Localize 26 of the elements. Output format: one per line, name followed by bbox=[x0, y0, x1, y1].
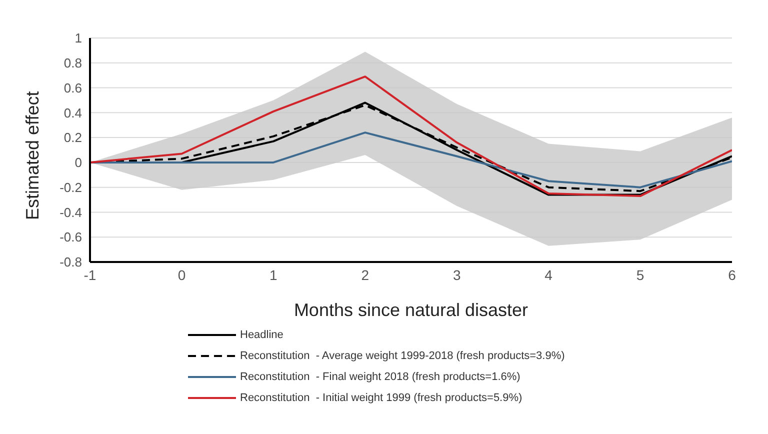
y-tick-label: -0.4 bbox=[60, 204, 82, 220]
legend-label: Reconstitution - Initial weight 1999 (fresh products=5.9%) bbox=[240, 392, 522, 404]
y-tick-label: -0.6 bbox=[60, 230, 82, 245]
x-tick-label: 4 bbox=[544, 266, 553, 283]
line-series bbox=[90, 76, 732, 198]
y-tick-label: 0.2 bbox=[64, 130, 82, 146]
legend-label: Reconstitution - Average weight 1999-2018 (fresh products=3.9%) bbox=[240, 350, 565, 362]
x-tick-label: 0 bbox=[178, 266, 186, 283]
y-tick-label: 1 bbox=[74, 30, 82, 46]
y-tick-label: -0.8 bbox=[60, 254, 82, 270]
x-tick-label: 5 bbox=[636, 266, 644, 283]
legend-label: Reconstitution - Final weight 2018 (fresh products=1.6%) bbox=[240, 370, 520, 382]
y-tick-label: 0.6 bbox=[64, 80, 82, 96]
y-tick-label: 0.4 bbox=[64, 105, 82, 120]
x-tick-label: 2 bbox=[361, 266, 370, 283]
x-tick-label: -1 bbox=[84, 266, 96, 283]
y-axis-title: Estimated effect bbox=[22, 91, 42, 220]
y-tick-label: -0.2 bbox=[60, 180, 82, 195]
x-axis-title: Months since natural disaster bbox=[294, 300, 528, 320]
y-tick-label: 0.8 bbox=[64, 56, 82, 71]
x-tick-label: 6 bbox=[728, 266, 736, 283]
line-series bbox=[90, 132, 732, 188]
y-tick-label: 0 bbox=[74, 155, 82, 170]
legend-label: Headline bbox=[240, 328, 284, 340]
x-tick-label: 3 bbox=[452, 266, 461, 283]
x-tick-label: 1 bbox=[270, 266, 278, 283]
